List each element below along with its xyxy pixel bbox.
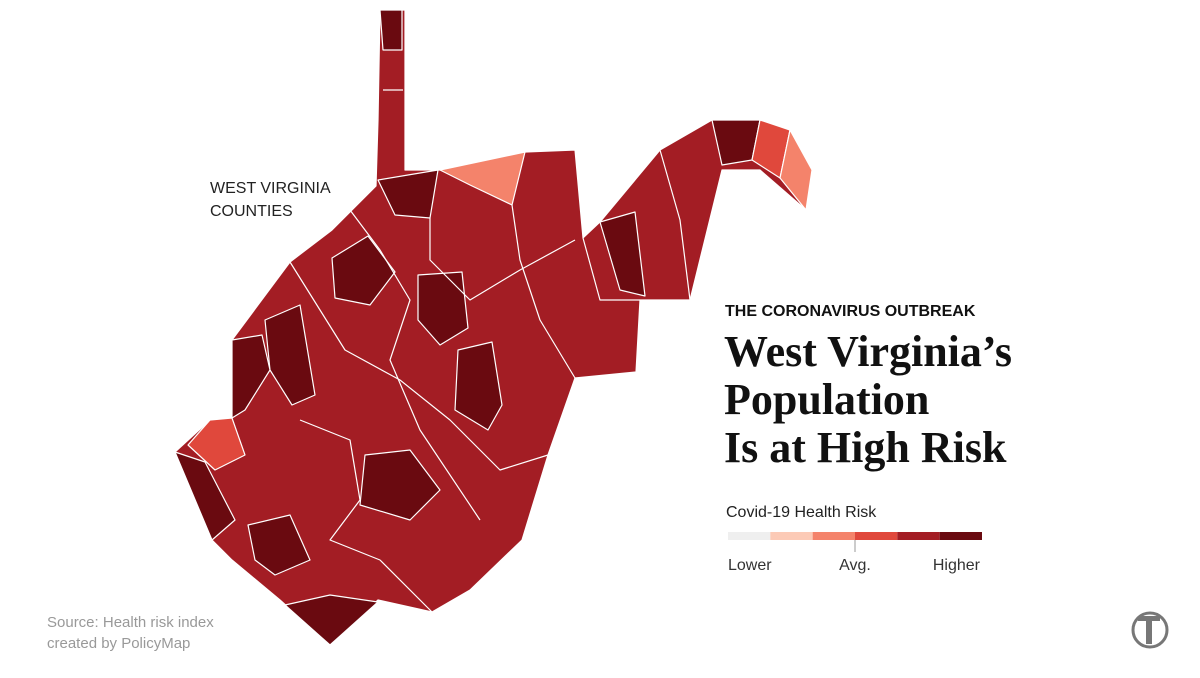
county bbox=[247, 514, 311, 576]
county bbox=[331, 235, 396, 306]
county bbox=[417, 271, 469, 346]
county bbox=[264, 304, 316, 406]
legend-label: Higher bbox=[933, 557, 981, 574]
county bbox=[379, 9, 403, 51]
county bbox=[359, 449, 441, 521]
county bbox=[779, 129, 813, 211]
county-border bbox=[582, 237, 640, 301]
legend-label: Lower bbox=[728, 557, 772, 574]
county bbox=[284, 594, 379, 646]
source: Source: Health risk index bbox=[47, 614, 214, 631]
source: created by PolicyMap bbox=[47, 635, 190, 652]
legend-swatch bbox=[770, 532, 813, 540]
map bbox=[174, 9, 813, 646]
county-border bbox=[299, 419, 433, 613]
legend-swatch bbox=[728, 532, 771, 540]
legend-swatch bbox=[939, 532, 982, 540]
kicker: THE CORONAVIRUS OUTBREAK bbox=[725, 303, 976, 320]
county-border bbox=[511, 204, 576, 379]
legend-swatch bbox=[855, 532, 898, 540]
legend-swatch bbox=[897, 532, 940, 540]
map-label: COUNTIES bbox=[210, 203, 293, 220]
map-label: WEST VIRGINIA bbox=[210, 180, 331, 197]
logo bbox=[1131, 611, 1169, 649]
legend-swatch bbox=[812, 532, 855, 540]
title: Is at High Risk bbox=[724, 423, 1007, 472]
county-border bbox=[349, 209, 481, 521]
county bbox=[231, 334, 271, 419]
county bbox=[187, 417, 246, 471]
title: Population bbox=[724, 375, 929, 424]
title: West Virginia’s bbox=[724, 327, 1012, 376]
legend-bar bbox=[728, 532, 982, 540]
county bbox=[454, 341, 503, 431]
legend-title: Covid-19 Health Risk bbox=[726, 504, 877, 521]
legend-label: Avg. bbox=[839, 557, 871, 574]
county-border bbox=[659, 149, 691, 301]
county bbox=[174, 451, 236, 541]
county bbox=[599, 211, 646, 297]
county-border bbox=[289, 261, 549, 471]
county-border bbox=[429, 218, 576, 301]
